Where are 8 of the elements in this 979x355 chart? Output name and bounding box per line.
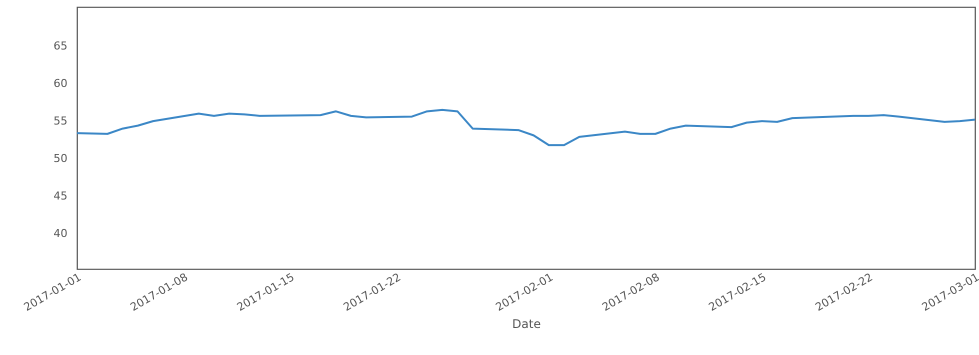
y-tick-label: 65	[54, 40, 68, 53]
y-tick-label: 55	[54, 114, 68, 128]
y-tick-label: 60	[54, 77, 68, 90]
y-tick-label: 50	[54, 152, 68, 166]
y-tick-label: 45	[54, 190, 68, 203]
line-series	[76, 108, 976, 146]
x-axis-title: Date	[512, 316, 541, 331]
y-tick-label: 40	[54, 227, 68, 240]
